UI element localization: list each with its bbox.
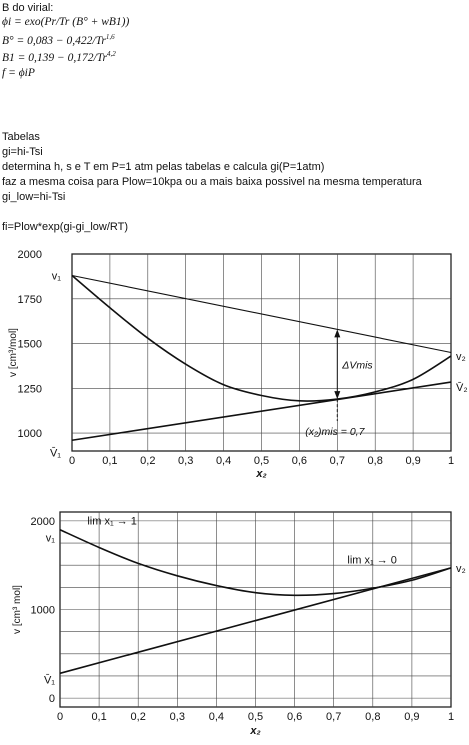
heading-virial: B do virial: bbox=[2, 2, 54, 14]
equation-phi: ϕi = exo(Pr/Tr (B° + wB1)) bbox=[2, 16, 130, 28]
heading-tabelas: Tabelas bbox=[2, 131, 40, 143]
lim-x1-to-0-label: lim x₁ → 0 bbox=[347, 554, 397, 566]
note-step1: determina h, s e T em P=1 atm pelas tabe… bbox=[2, 161, 325, 173]
equation-b0: B° = 0,083 − 0,422/Tr1,6 bbox=[2, 33, 115, 47]
note-gilow: gi_low=hi-Tsi bbox=[2, 191, 66, 203]
delta-v-arrowhead-top bbox=[334, 329, 341, 338]
x-tick-label: 0,6 bbox=[292, 455, 307, 467]
x-axis-label: x₂ bbox=[249, 725, 260, 737]
x-tick-label: 1 bbox=[448, 711, 454, 723]
x-tick-label: 0,8 bbox=[365, 711, 380, 723]
x-tick-label: 0,1 bbox=[102, 455, 117, 467]
lim-x1-to-1-label: lim x₁ → 1 bbox=[87, 515, 137, 527]
y-tick-label: 1000 bbox=[31, 605, 55, 617]
note-fi: fi=Plow*exp(gi-gi_low/RT) bbox=[2, 221, 129, 233]
delta-v-arrowhead-bottom bbox=[334, 391, 341, 400]
x-tick-label: 0,8 bbox=[368, 455, 383, 467]
v2bar-label: V̄₂ bbox=[456, 381, 468, 394]
equation-b1-exponent: 4,2 bbox=[106, 50, 116, 58]
v1-label: v₁ bbox=[46, 533, 56, 545]
y-tick-label: 1750 bbox=[18, 294, 42, 306]
x-tick-label: 0,6 bbox=[287, 711, 302, 723]
molar-volume-chart-2: 0 0,1 0,2 0,3 0,4 0,5 0,6 0,7 0,8 0,9 1 0 1000 2000 v₁… bbox=[12, 511, 466, 737]
v1bar-label: V̄₁ bbox=[50, 447, 61, 460]
y-tick-label: 2000 bbox=[18, 249, 42, 261]
equation-b0-base: B° = 0,083 − 0,422/Tr bbox=[2, 34, 106, 47]
molar-volume-chart-1: 0 0,1 0,2 0,3 0,4 0,5 0,6 0,7 0,8 0,9 1 1000 1250 150… bbox=[8, 249, 468, 480]
x-tick-label: 0,2 bbox=[140, 455, 155, 467]
x-tick-label: 0,5 bbox=[248, 711, 263, 723]
x-tick-label: 0,9 bbox=[404, 711, 419, 723]
v2-label: v₂ bbox=[456, 563, 466, 575]
x-tick-label: 0,7 bbox=[326, 711, 341, 723]
x-tick-label: 0,2 bbox=[131, 711, 146, 723]
delta-v-label: ΔVmis bbox=[341, 360, 373, 372]
y-axis-label: v [cm³ mol] bbox=[12, 585, 23, 634]
x-tick-label: 0,4 bbox=[216, 455, 231, 467]
equation-fugacity: f = ϕiP bbox=[2, 67, 35, 79]
y-axis-label: v [cm³/mol] bbox=[8, 328, 19, 377]
v1-label: v₁ bbox=[52, 270, 62, 282]
y-tick-label: 1250 bbox=[18, 383, 42, 395]
x-tick-label: 0,1 bbox=[91, 711, 106, 723]
x-tick-label: 0,4 bbox=[209, 711, 224, 723]
ideal-mixture-line bbox=[71, 274, 452, 354]
x-tick-label: 1 bbox=[448, 455, 454, 467]
equation-b1-base: B1 = 0,139 − 0,172/Tr bbox=[2, 51, 107, 64]
x-tick-label: 0,9 bbox=[405, 455, 420, 467]
x-axis-label: x₂ bbox=[255, 468, 266, 480]
equation-b0-exponent: 1,6 bbox=[105, 33, 115, 41]
note-gi: gi=hi-Tsi bbox=[2, 146, 43, 158]
y-tick-label: 2000 bbox=[31, 516, 55, 528]
x-tick-label: 0,5 bbox=[254, 455, 269, 467]
y-tick-label: 0 bbox=[49, 693, 55, 705]
x-tick-label: 0 bbox=[69, 455, 75, 467]
partial-volume-line bbox=[59, 567, 452, 675]
y-tick-label: 1500 bbox=[18, 339, 42, 351]
x-mis-label: (x₂)mis = 0,7 bbox=[305, 426, 365, 438]
x-tick-label: 0,7 bbox=[330, 455, 345, 467]
note-step2: faz a mesma coisa para Plow=10kpa ou a m… bbox=[2, 176, 422, 188]
y-tick-label: 1000 bbox=[18, 428, 42, 440]
partial-volume-tangent-line bbox=[71, 381, 452, 442]
molar-volume-curve bbox=[71, 274, 452, 402]
equation-b1: B1 = 0,139 − 0,172/Tr4,2 bbox=[2, 50, 116, 64]
x-tick-label: 0,3 bbox=[178, 455, 193, 467]
v1bar-label: V̄₁ bbox=[44, 674, 55, 687]
x-tick-label: 0 bbox=[57, 711, 63, 723]
x-tick-label: 0,3 bbox=[170, 711, 185, 723]
v2-label: v₂ bbox=[456, 351, 466, 363]
